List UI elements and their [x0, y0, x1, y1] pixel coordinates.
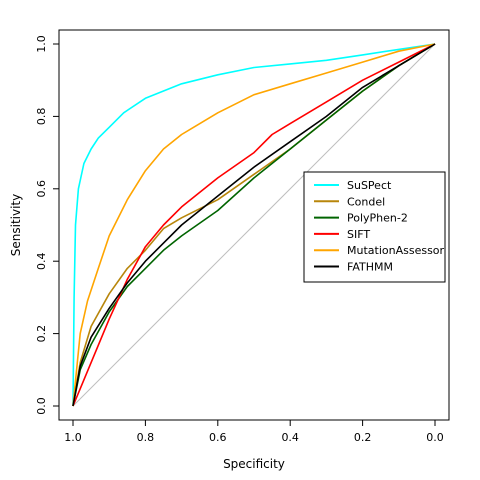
- series-line-sift: [72, 43, 436, 407]
- y-tick-label: 0.6: [35, 180, 48, 198]
- x-tick-label: 0.8: [137, 431, 155, 444]
- series-layer: [72, 43, 436, 407]
- y-tick-label: 0.4: [35, 252, 48, 270]
- reference-diagonal-line: [72, 43, 436, 407]
- legend-label: SIFT: [347, 228, 370, 241]
- x-tick-label: 0.2: [354, 431, 372, 444]
- y-tick-label: 0.2: [35, 325, 48, 343]
- series-line-suspect: [72, 43, 436, 407]
- x-axis-title: Specificity: [223, 457, 285, 471]
- legend-label: Condel: [347, 195, 385, 208]
- series-line-polyphen-2: [72, 43, 436, 407]
- plot-frame: [58, 29, 450, 421]
- series-line-mutationassessor: [72, 43, 436, 407]
- x-tick-label: 1.0: [64, 431, 82, 444]
- legend-label: MutationAssessor: [347, 244, 445, 257]
- y-tick-label: 0.8: [35, 108, 48, 126]
- y-axis-title: Sensitivity: [9, 194, 23, 256]
- legend-label: FATHMM: [347, 261, 393, 274]
- axes-layer: 1.0 0.8 0.6 0.4 0.2 0.0 0.0 0.2 0.4 0.6 0.8 1.0: [35, 35, 444, 444]
- reference-line-layer: [72, 43, 436, 407]
- legend: SuSPect Condel PolyPhen-2 SIFT MutationAsses…: [303, 171, 446, 283]
- y-tick-label: 1.0: [35, 35, 48, 53]
- series-line-fathmm: [72, 43, 436, 407]
- legend-label: SuSPect: [347, 179, 392, 192]
- x-tick-label: 0.4: [281, 431, 299, 444]
- y-tick-label: 0.0: [35, 397, 48, 415]
- legend-label: PolyPhen-2: [347, 212, 408, 225]
- x-tick-label: 0.6: [209, 431, 227, 444]
- legend-box: [303, 171, 446, 283]
- x-tick-label: 0.0: [426, 431, 444, 444]
